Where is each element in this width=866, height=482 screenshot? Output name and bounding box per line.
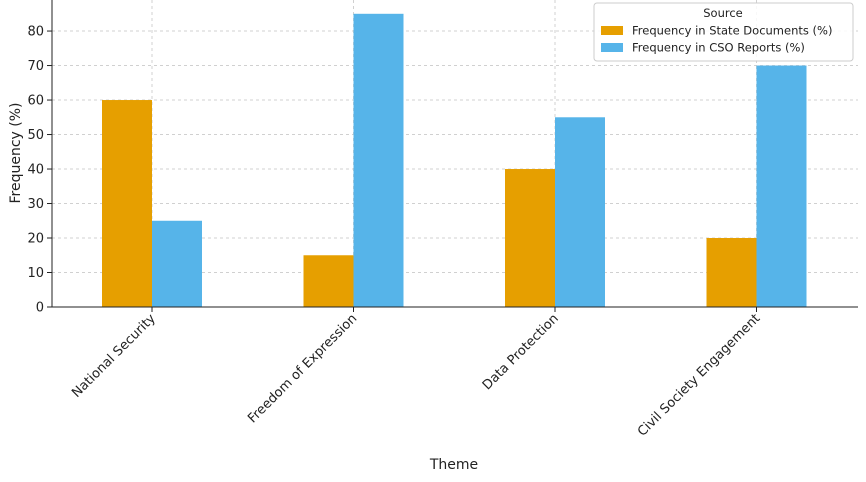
bars xyxy=(102,13,807,307)
x-tick-label: National Security xyxy=(69,311,159,401)
bar xyxy=(756,65,807,307)
x-ticks: National Security Freedom of Expression Da… xyxy=(69,307,763,440)
bar xyxy=(152,220,202,307)
legend-box xyxy=(593,2,854,62)
bar xyxy=(505,169,555,307)
y-axis-title: Frequency (%) xyxy=(8,102,24,203)
axes xyxy=(51,0,858,308)
legend: Source Frequency in State Documents (%) F… xyxy=(593,2,854,62)
legend-label: Frequency in CSO Reports (%) xyxy=(632,41,805,55)
legend-swatch xyxy=(601,26,623,35)
x-tick-label: Civil Society Engagement xyxy=(635,311,763,439)
x-tick-label: Data Protection xyxy=(480,311,562,393)
legend-label: Frequency in State Documents (%) xyxy=(632,24,832,38)
bar xyxy=(353,13,404,307)
y-tick-label: 50 xyxy=(27,128,44,143)
bar xyxy=(555,117,605,307)
y-tick-label: 30 xyxy=(27,197,44,212)
x-axis-title: Theme xyxy=(429,457,478,473)
y-tick-label: 20 xyxy=(27,232,44,247)
y-tick-label: 10 xyxy=(27,266,44,281)
y-tick-label: 40 xyxy=(27,163,44,178)
y-tick-label: 0 xyxy=(36,301,44,316)
y-tick-label: 70 xyxy=(27,59,44,74)
x-tick-label: Freedom of Expression xyxy=(245,311,360,426)
bar xyxy=(303,255,354,307)
legend-title: Source xyxy=(703,6,743,20)
y-ticks: 0 10 20 30 40 50 60 70 80 xyxy=(27,25,52,316)
legend-swatch xyxy=(601,43,623,52)
y-tick-label: 60 xyxy=(27,94,44,109)
bar xyxy=(102,100,152,307)
bar xyxy=(706,238,757,307)
y-tick-label: 80 xyxy=(27,25,44,40)
